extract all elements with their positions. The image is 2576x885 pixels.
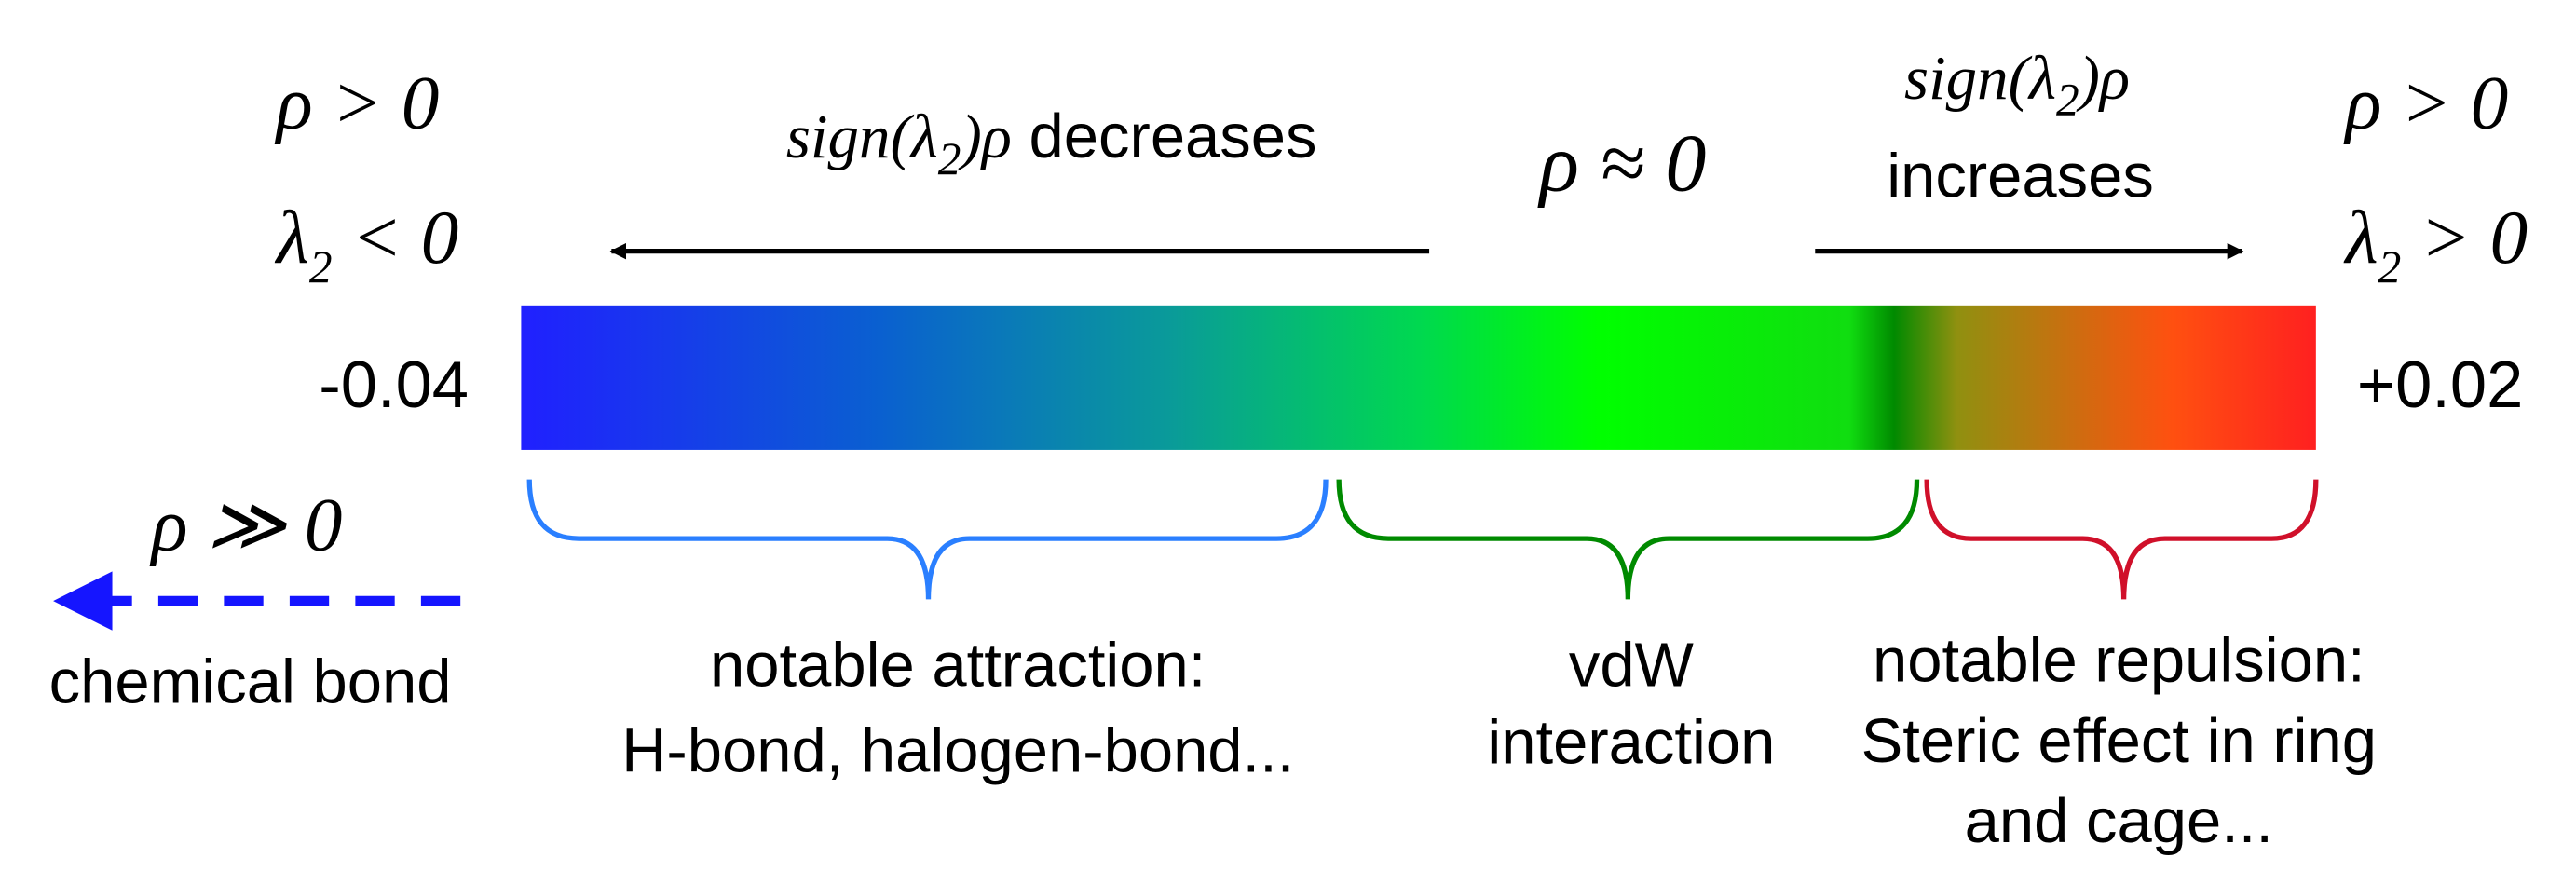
right-arrow-expr: sign(λ2)ρ (1904, 44, 2130, 126)
bond-label: chemical bond (49, 647, 452, 716)
scale-min: -0.04 (319, 347, 469, 421)
bond-condition: ρ ≫ 0 (149, 483, 343, 566)
region-label: vdW (1569, 631, 1694, 701)
bond-arrow-head (53, 571, 113, 631)
region-label: Steric effect in ring (1861, 706, 2377, 776)
region-label: notable attraction: (710, 631, 1206, 701)
right-rho: ρ > 0 (2343, 61, 2509, 144)
left-rho: ρ > 0 (274, 61, 440, 144)
region-label: H-bond, halogen-bond... (621, 715, 1294, 785)
brace-repulsion (1924, 479, 2319, 600)
middle-label: ρ ≈ 0 (1537, 117, 1707, 209)
region-label: and cage... (1965, 786, 2273, 856)
right-lambda: λ2 > 0 (2344, 196, 2528, 293)
brace-vdw (1336, 479, 1920, 600)
left-arrow-label: sign(λ2)ρ decreases (786, 102, 1317, 184)
brace-attraction (526, 479, 1329, 600)
scale-max: +0.02 (2357, 347, 2523, 421)
region-label: interaction (1487, 708, 1775, 778)
color-bar (521, 305, 2316, 450)
region-label: notable repulsion: (1873, 625, 2365, 695)
right-arrow-word: increases (1887, 142, 2154, 211)
left-lambda: λ2 < 0 (275, 196, 459, 293)
